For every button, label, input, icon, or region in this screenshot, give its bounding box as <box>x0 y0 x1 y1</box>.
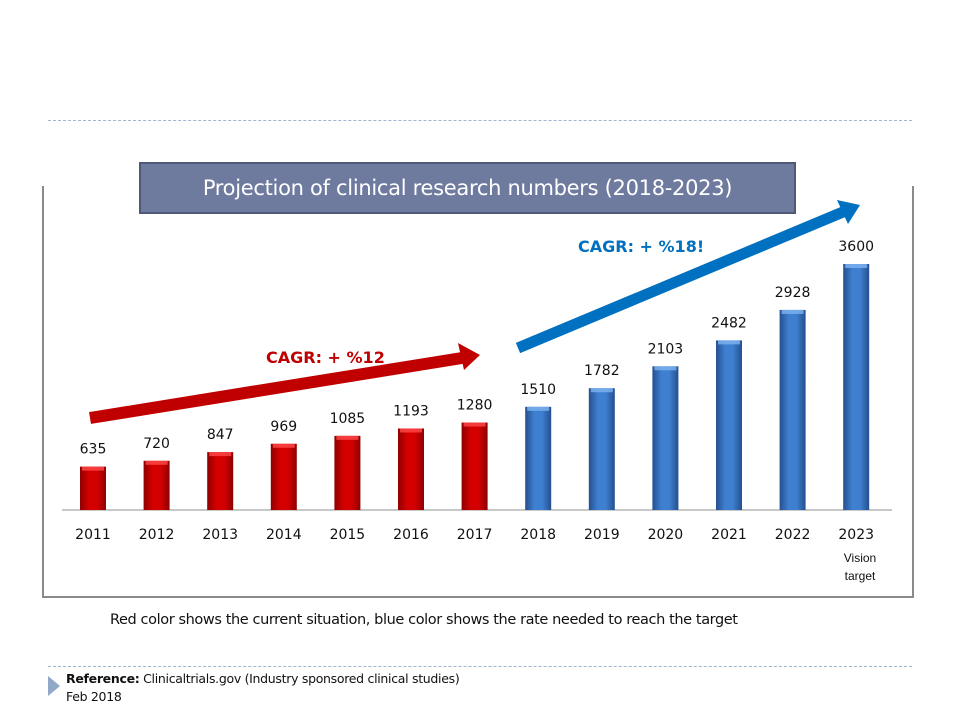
bar-2016 <box>398 428 424 510</box>
x-tick-label-2015: 2015 <box>330 527 366 543</box>
top-divider <box>48 120 912 121</box>
reference-date: Feb 2018 <box>66 689 122 704</box>
chart-caption: Red color shows the current situation, b… <box>110 612 738 628</box>
red-cagr-label: CAGR: + %12 <box>266 348 385 367</box>
bar-highlight-2023 <box>845 264 868 268</box>
x-tick-label-2016: 2016 <box>393 527 429 543</box>
data-label-2019: 1782 <box>584 363 620 379</box>
bar-2020 <box>652 366 679 510</box>
bottom-divider <box>48 666 912 667</box>
bar-2015 <box>334 435 361 510</box>
data-label-2021: 2482 <box>711 315 747 331</box>
data-label-2016: 1193 <box>393 403 429 419</box>
reference-block: Reference: Clinicaltrials.gov (Industry … <box>66 670 460 706</box>
data-label-2012: 720 <box>143 436 170 452</box>
bar-highlight-2011 <box>82 466 104 471</box>
x-tick-label-2023: 2023 <box>838 527 874 543</box>
red-cagr-arrow <box>89 343 480 424</box>
x-tick-label-2013: 2013 <box>202 527 238 543</box>
x-tick-label-2011: 2011 <box>75 527 111 543</box>
vision-target-note-line1: Vision <box>844 551 876 565</box>
bar-2012 <box>143 460 170 510</box>
x-tick-label-2017: 2017 <box>457 527 493 543</box>
vision-target-note-line2: target <box>845 569 876 583</box>
bar-2022 <box>779 309 806 510</box>
bar-2014 <box>270 443 297 510</box>
bullet-arrow-icon <box>48 676 60 696</box>
bar-highlight-2017 <box>463 422 486 427</box>
bar-highlight-2022 <box>781 309 804 314</box>
bar-highlight-2021 <box>718 340 740 345</box>
data-label-2017: 1280 <box>457 398 493 414</box>
data-label-2020: 2103 <box>648 341 684 357</box>
data-label-2011: 635 <box>80 442 107 458</box>
bar-2023 <box>843 264 870 510</box>
x-tick-label-2021: 2021 <box>711 527 747 543</box>
bar-highlight-2020 <box>654 366 677 371</box>
chart-title: Projection of clinical research numbers … <box>139 162 796 214</box>
x-tick-label-2022: 2022 <box>775 527 811 543</box>
blue-cagr-label: CAGR: + %18! <box>578 237 704 256</box>
bar-2011 <box>80 466 106 510</box>
bar-highlight-2013 <box>209 452 232 457</box>
bar-highlight-2019 <box>590 388 613 393</box>
x-tick-label-2018: 2018 <box>520 527 556 543</box>
blue-cagr-arrow <box>515 200 860 354</box>
data-label-2018: 1510 <box>520 382 556 398</box>
chart-frame <box>42 186 914 598</box>
bar-2013 <box>207 452 234 510</box>
data-label-2013: 847 <box>207 427 234 443</box>
x-tick-label-2020: 2020 <box>648 527 684 543</box>
bar-highlight-2016 <box>400 428 422 433</box>
bar-highlight-2012 <box>145 460 168 465</box>
data-label-2023: 3600 <box>838 239 874 255</box>
data-label-2015: 1085 <box>330 411 366 427</box>
reference-source: Clinicaltrials.gov (Industry sponsored c… <box>139 671 460 686</box>
data-label-2014: 969 <box>270 419 297 435</box>
data-label-2022: 2928 <box>775 285 811 301</box>
bar-highlight-2015 <box>336 435 359 440</box>
bar-2021 <box>716 340 742 510</box>
bar-highlight-2014 <box>272 443 295 448</box>
bar-2019 <box>588 388 615 510</box>
bar-2017 <box>461 422 488 510</box>
reference-label: Reference: <box>66 671 140 686</box>
x-tick-label-2019: 2019 <box>584 527 620 543</box>
bar-2018 <box>525 406 552 510</box>
bar-highlight-2018 <box>527 406 550 411</box>
x-tick-label-2012: 2012 <box>139 527 175 543</box>
x-tick-label-2014: 2014 <box>266 527 302 543</box>
